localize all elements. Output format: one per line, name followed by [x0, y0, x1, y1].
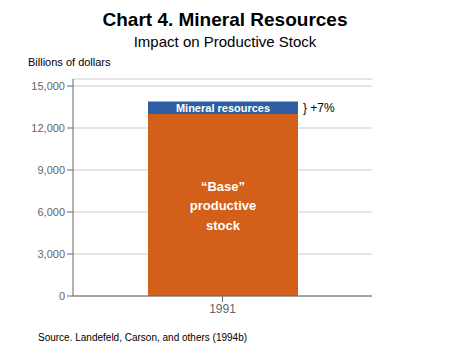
svg-text:Mineral resources: Mineral resources — [176, 102, 270, 114]
html-text:Chart 4. Mineral Resources: Chart 4. Mineral Resources — [102, 9, 348, 30]
svg-text:6,000: 6,000 — [37, 206, 65, 218]
svg-text:1991: 1991 — [209, 302, 236, 316]
html-text:Billions of dollars: Billions of dollars — [28, 56, 111, 68]
svg-text:12,000: 12,000 — [31, 122, 65, 134]
svg-text:0: 0 — [59, 290, 65, 302]
html-text:Source. Landefeld, Carson, and: Source. Landefeld, Carson, and others (1… — [38, 332, 247, 343]
svg-text:“Base”productivestock: “Base”productivestock — [190, 178, 256, 232]
svg-text:9,000: 9,000 — [37, 164, 65, 176]
html-text:Impact on Productive Stock: Impact on Productive Stock — [133, 33, 317, 50]
svg-text:3,000: 3,000 — [37, 248, 65, 260]
svg-text:} +7%: } +7% — [303, 101, 335, 115]
svg-text:15,000: 15,000 — [31, 80, 65, 92]
